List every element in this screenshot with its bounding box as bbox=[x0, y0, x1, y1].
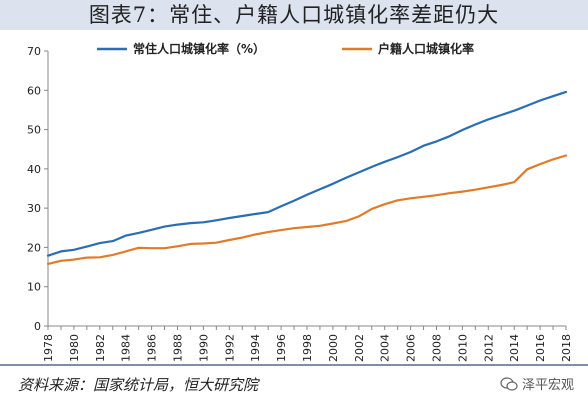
wechat-icon bbox=[500, 376, 518, 391]
x-tick-label: 1994 bbox=[249, 334, 262, 362]
x-tick-label: 1996 bbox=[275, 334, 288, 362]
series-line-hukou bbox=[46, 154, 568, 265]
y-tick-label: 10 bbox=[27, 281, 41, 294]
x-tick-label: 2018 bbox=[560, 334, 573, 362]
figure-title: 图表7：常住、户籍人口城镇化率差距仍大 bbox=[0, 0, 588, 30]
x-tick-label: 2002 bbox=[353, 334, 366, 362]
series-line-resident bbox=[46, 90, 568, 257]
x-tick-label: 2014 bbox=[508, 334, 521, 362]
x-tick-label: 2006 bbox=[405, 334, 418, 362]
y-tick-label: 0 bbox=[34, 320, 41, 333]
x-tick-label: 1990 bbox=[197, 334, 210, 362]
source-note: 资料来源：国家统计局，恒大研究院 bbox=[18, 376, 259, 394]
x-tick-label: 2004 bbox=[379, 334, 392, 362]
x-tick-label: 2012 bbox=[482, 334, 495, 362]
chart-axes: 0 10 20 30 40 50 60 70 1978 1980 1982 1984 1986 1988 1… bbox=[27, 45, 573, 362]
watermark: 泽平宏观 bbox=[500, 374, 574, 393]
x-tick-label: 2000 bbox=[327, 334, 340, 362]
x-tick-label: 1984 bbox=[120, 334, 133, 362]
x-tick-label: 2010 bbox=[456, 334, 469, 362]
x-tick-label: 2008 bbox=[431, 334, 444, 362]
y-tick-label: 20 bbox=[27, 241, 41, 254]
x-tick-label: 1988 bbox=[172, 334, 185, 362]
x-tick-label: 1986 bbox=[146, 334, 159, 362]
footer: 资料来源：国家统计局，恒大研究院 泽平宏观 bbox=[0, 364, 588, 403]
x-tick-label: 1980 bbox=[68, 334, 81, 362]
legend-label: 常住人口城镇化率（%） bbox=[133, 41, 265, 56]
x-tick-label: 2016 bbox=[534, 334, 547, 362]
line-chart: 0 10 20 30 40 50 60 70 1978 1980 1982 1984 1986 1988 1… bbox=[27, 41, 573, 362]
x-tick-label: 1982 bbox=[94, 334, 107, 362]
x-tick-label: 1998 bbox=[301, 334, 314, 362]
y-tick-label: 30 bbox=[27, 202, 41, 215]
y-tick-label: 70 bbox=[27, 45, 41, 58]
x-tick-label: 1978 bbox=[42, 334, 55, 362]
legend-label: 户籍人口城镇化率 bbox=[378, 41, 474, 56]
watermark-text: 泽平宏观 bbox=[521, 378, 574, 393]
y-tick-label: 40 bbox=[27, 163, 41, 176]
chart-legend: 常住人口城镇化率（%） 户籍人口城镇化率 bbox=[97, 41, 474, 56]
y-tick-label: 50 bbox=[27, 124, 41, 137]
series-layer bbox=[46, 90, 568, 265]
x-tick-label: 1992 bbox=[223, 334, 236, 362]
y-tick-label: 60 bbox=[27, 84, 41, 97]
